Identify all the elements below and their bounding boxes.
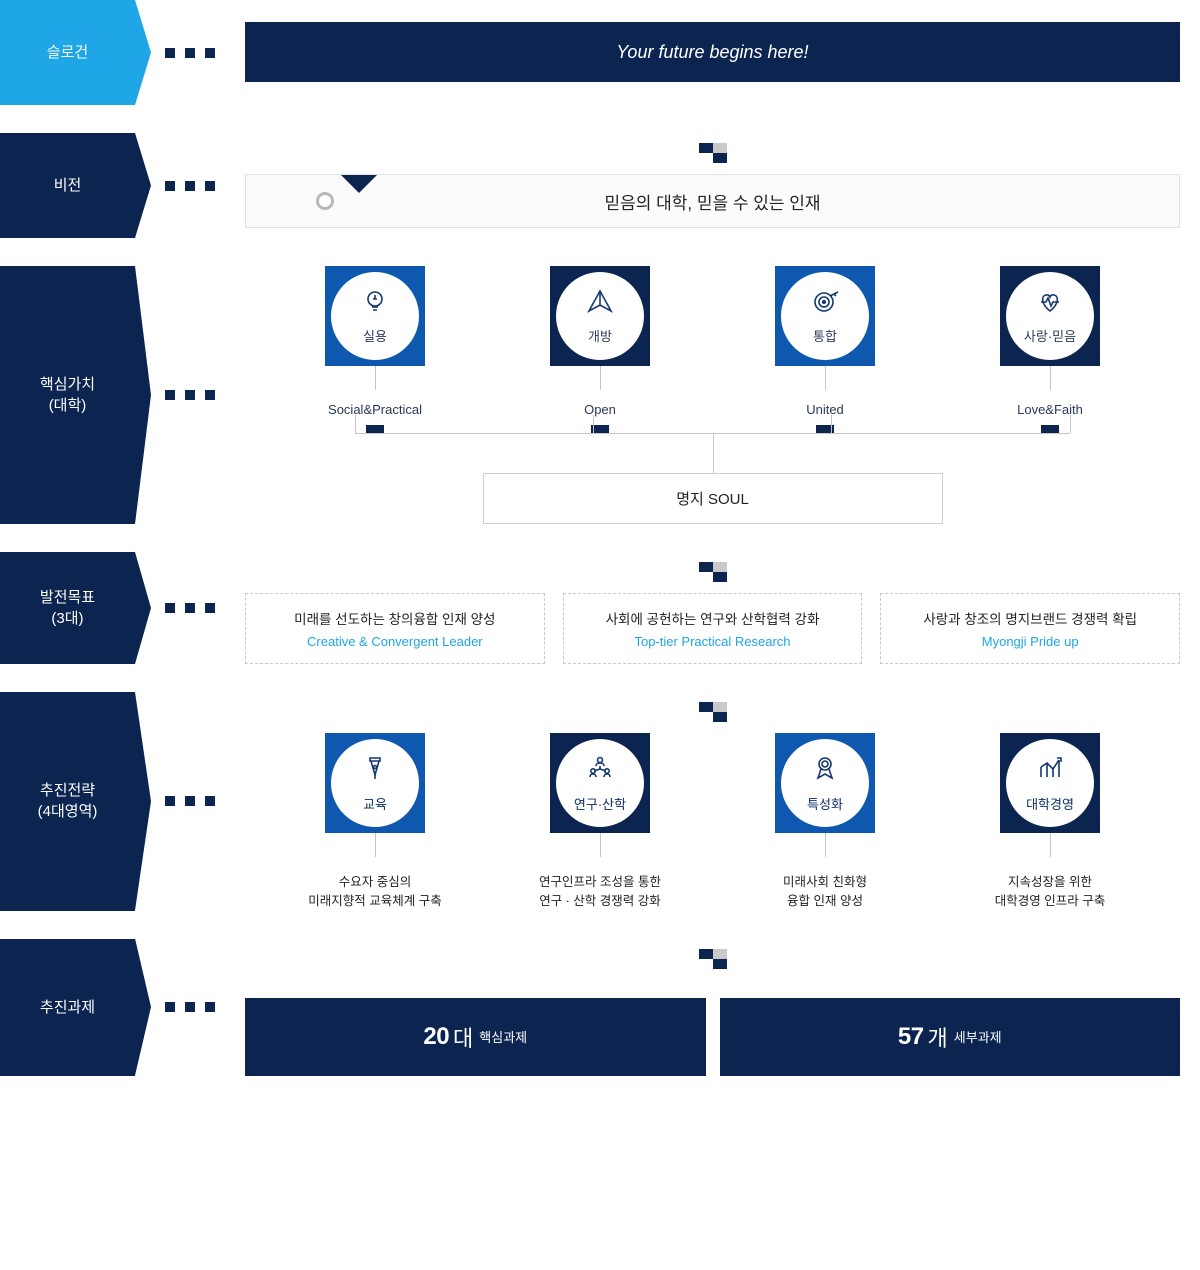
- strategy-kr: 연구·산학: [574, 794, 626, 813]
- strategy-desc: 미래사회 친화형융합 인재 양성: [783, 873, 867, 911]
- label-tasks: 추진과제: [0, 939, 135, 1076]
- goal-box: 미래를 선도하는 창의융합 인재 양성 Creative & Convergen…: [245, 593, 545, 664]
- strategy-desc: 지속성장을 위한대학경영 인프라 구축: [995, 873, 1105, 911]
- goals-boxes: 미래를 선도하는 창의융합 인재 양성 Creative & Convergen…: [245, 593, 1180, 664]
- strategy-kr: 교육: [363, 794, 387, 813]
- core-value-card: 개방 Open: [510, 266, 690, 433]
- pen-icon: [360, 753, 390, 788]
- core-value-en: United: [806, 402, 844, 417]
- core-value-en: Love&Faith: [1017, 402, 1083, 417]
- core-value-card: 사랑·믿음 Love&Faith: [960, 266, 1140, 433]
- core-values-cards: 실용 Social&Practical 개방 Open 통합: [245, 266, 1180, 433]
- core-value-kr: 사랑·믿음: [1024, 326, 1076, 345]
- core-value-card: 통합 United: [735, 266, 915, 433]
- core-value-kr: 통합: [813, 326, 837, 345]
- task-core: 20대 핵심과제: [245, 998, 706, 1076]
- strategy-card: 대학경영 지속성장을 위한대학경영 인프라 구축: [960, 733, 1140, 911]
- goal-en: Top-tier Practical Research: [572, 634, 854, 649]
- strategy-card: 교육 수요자 중심의미래지향적 교육체계 구축: [285, 733, 465, 911]
- goal-en: Creative & Convergent Leader: [254, 634, 536, 649]
- connector-dots: [135, 266, 245, 524]
- connector-dots: [135, 0, 245, 105]
- strategy-card: 특성화 미래사회 친화형융합 인재 양성: [735, 733, 915, 911]
- strategy-kr: 대학경영: [1026, 794, 1074, 813]
- core-value-en: Social&Practical: [328, 402, 422, 417]
- goal-box: 사랑과 창조의 명지브랜드 경쟁력 확립 Myongji Pride up: [880, 593, 1180, 664]
- chevron-down-icon: [245, 552, 1180, 593]
- connector-dots: [135, 133, 245, 238]
- core-value-en: Open: [584, 402, 616, 417]
- chevron-down-icon: [245, 692, 1180, 733]
- ribbon-icon: [810, 753, 840, 788]
- chevron-down-icon: [245, 133, 1180, 174]
- connector-dots: [135, 552, 245, 664]
- core-value-card: 실용 Social&Practical: [285, 266, 465, 433]
- soul-box: 명지 SOUL: [483, 473, 943, 524]
- strategy-cards: 교육 수요자 중심의미래지향적 교육체계 구축 연구·산학 연구인프라 조성을 …: [245, 733, 1180, 911]
- label-goals: 발전목표 (3대): [0, 552, 135, 664]
- people-icon: [585, 753, 615, 788]
- strategy-desc: 수요자 중심의미래지향적 교육체계 구축: [308, 873, 441, 911]
- goal-box: 사회에 공헌하는 연구와 산학협력 강화 Top-tier Practical …: [563, 593, 863, 664]
- connector-dots: [135, 939, 245, 1076]
- chevron-down-icon: [245, 939, 1180, 980]
- label-vision: 비전: [0, 133, 135, 238]
- target-icon: [810, 287, 840, 322]
- label-core-values: 핵심가치 (대학): [0, 266, 135, 524]
- strategy-desc: 연구인프라 조성을 통한연구 · 산학 경쟁력 강화: [539, 873, 661, 911]
- vision-bar: 믿음의 대학, 믿을 수 있는 인재: [245, 174, 1180, 228]
- connector-dots: [135, 692, 245, 911]
- goal-kr: 미래를 선도하는 창의융합 인재 양성: [254, 608, 536, 628]
- goal-kr: 사랑과 창조의 명지브랜드 경쟁력 확립: [889, 608, 1171, 628]
- slogan-bar: Your future begins here!: [245, 22, 1180, 82]
- strategy-kr: 특성화: [807, 794, 843, 813]
- core-value-kr: 개방: [588, 326, 612, 345]
- goal-en: Myongji Pride up: [889, 634, 1171, 649]
- strategy-card: 연구·산학 연구인프라 조성을 통한연구 · 산학 경쟁력 강화: [510, 733, 690, 911]
- core-value-kr: 실용: [363, 326, 387, 345]
- label-slogan: 슬로건: [0, 0, 135, 105]
- graph-icon: [1035, 753, 1065, 788]
- task-detail: 57개 세부과제: [720, 998, 1181, 1076]
- heart-icon: [1035, 287, 1065, 322]
- goal-kr: 사회에 공헌하는 연구와 산학협력 강화: [572, 608, 854, 628]
- bulb-icon: [360, 287, 390, 322]
- plane-icon: [585, 287, 615, 322]
- label-strategies: 추진전략 (4대영역): [0, 692, 135, 911]
